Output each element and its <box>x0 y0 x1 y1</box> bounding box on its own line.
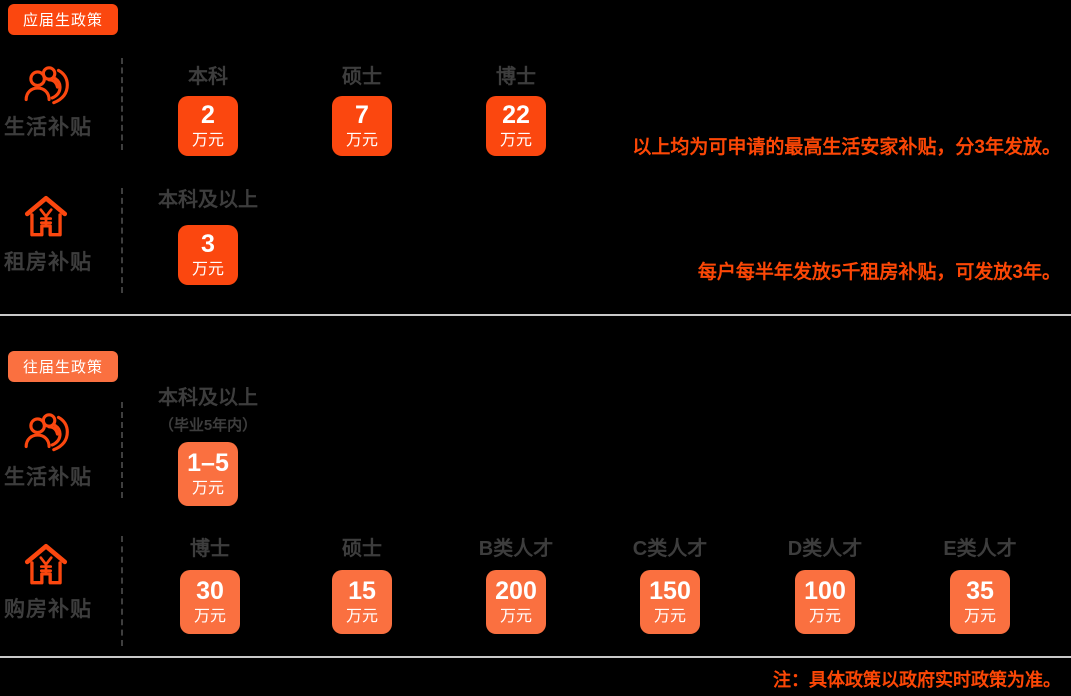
amount-badge: 150 万元 <box>640 570 700 634</box>
degree-header: 本科及以上 <box>158 189 258 211</box>
amount-badge: 7 万元 <box>332 96 392 156</box>
footer-note: 注：具体政策以政府实时政策为准。 <box>773 670 1061 690</box>
dashed-separator <box>121 536 123 646</box>
previous-policy-badge: 往届生政策 <box>8 351 119 382</box>
amount-badge: 200 万元 <box>486 570 546 634</box>
degree-header: 硕士 <box>342 66 382 88</box>
rent-subsidy-note: 每户每半年发放5千租房补贴，可发放3年。 <box>697 262 1061 283</box>
purchase-subsidy-label: 购房补贴 <box>4 598 92 621</box>
living-subsidy-note: 以上均为可申请的最高生活安家补贴，分3年发放。 <box>632 137 1061 158</box>
amount-badge: 100 万元 <box>795 570 855 634</box>
degree-header: 本科及以上 <box>158 387 258 409</box>
talent-header: E类人才 <box>943 538 1017 560</box>
people-care-icon <box>24 413 69 452</box>
amount-badge: 35 万元 <box>950 570 1010 634</box>
living-subsidy-label: 生活补贴 <box>4 466 92 489</box>
section-divider <box>0 314 1071 316</box>
house-yen-icon <box>24 543 68 585</box>
degree-subheader: （毕业5年内） <box>158 417 258 434</box>
dashed-separator <box>121 58 123 150</box>
dashed-separator <box>121 188 123 293</box>
footer-divider <box>0 656 1071 658</box>
dashed-separator <box>121 402 123 498</box>
talent-header: C类人才 <box>632 538 708 560</box>
amount-badge: 2 万元 <box>178 96 238 156</box>
amount-badge: 22 万元 <box>486 96 546 156</box>
talent-header: D类人才 <box>787 538 863 560</box>
amount-badge: 30 万元 <box>180 570 240 634</box>
house-yen-icon <box>24 195 68 237</box>
degree-header: 博士 <box>496 66 536 88</box>
amount-badge: 15 万元 <box>332 570 392 634</box>
amount-badge: 3 万元 <box>178 225 238 285</box>
amount-badge: 1–5 万元 <box>178 442 238 506</box>
talent-header: B类人才 <box>478 538 554 560</box>
talent-header: 博士 <box>190 538 230 560</box>
people-care-icon <box>24 66 69 105</box>
degree-header: 本科 <box>188 66 228 88</box>
talent-header: 硕士 <box>342 538 382 560</box>
fresh-policy-badge: 应届生政策 <box>8 4 119 35</box>
living-subsidy-label: 生活补贴 <box>4 116 92 139</box>
rent-subsidy-label: 租房补贴 <box>4 251 92 274</box>
